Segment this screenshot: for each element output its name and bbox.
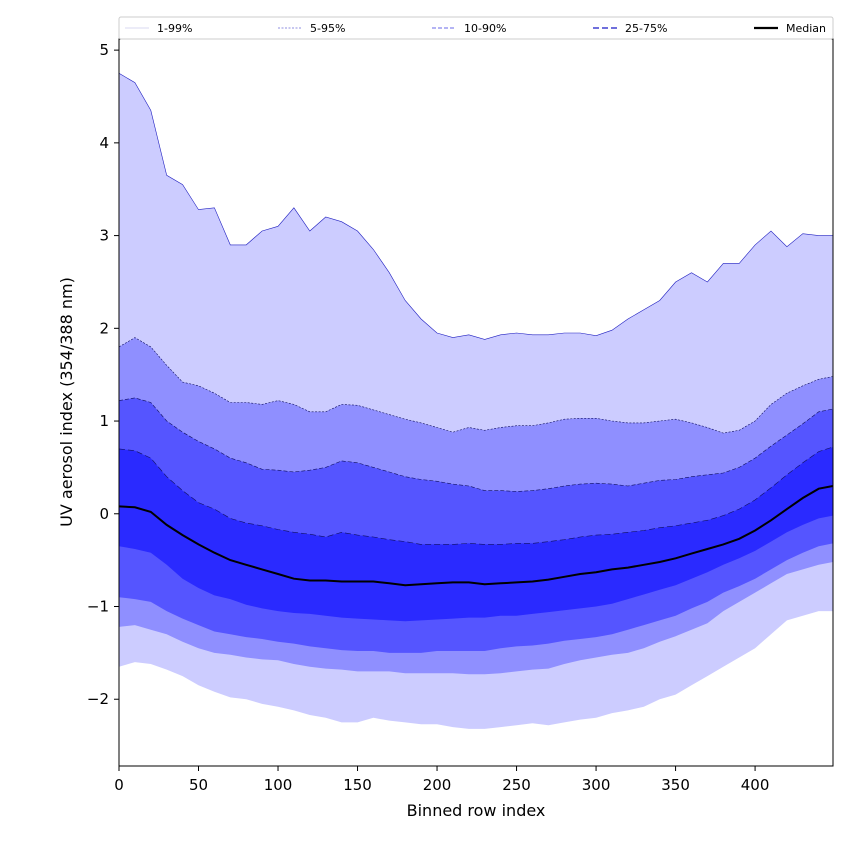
y-tick-label: 3 <box>99 227 109 245</box>
x-axis-label: Binned row index <box>407 801 546 820</box>
x-tick-label: 350 <box>661 776 690 794</box>
x-tick-label: 0 <box>114 776 124 794</box>
x-tick-label: 250 <box>502 776 531 794</box>
band-10-90-upper-line <box>119 397 833 492</box>
band-1-99-upper-line <box>119 73 833 340</box>
legend-label: 25-75% <box>625 22 667 35</box>
x-tick-label: 300 <box>582 776 611 794</box>
y-tick-label: −1 <box>87 598 109 616</box>
legend-label: 10-90% <box>464 22 506 35</box>
y-tick-label: 0 <box>99 505 109 523</box>
y-tick-label: 5 <box>99 41 109 59</box>
x-tick-label: 100 <box>264 776 293 794</box>
y-tick-label: 2 <box>99 319 109 337</box>
x-tick-label: 150 <box>343 776 372 794</box>
band-25-75-upper-line <box>119 446 833 545</box>
y-tick-label: −2 <box>87 690 109 708</box>
legend-box <box>118 16 834 40</box>
x-tick-label: 200 <box>423 776 452 794</box>
y-axis-label: UV aerosol index (354/388 nm) <box>57 277 76 527</box>
x-tick-label: 400 <box>741 776 770 794</box>
axes: 0 50 100 150 200 250 300 350 400 −2 −1 0 1 2 3 4 5 <box>87 38 834 794</box>
legend-label: Median <box>786 22 826 35</box>
legend: 1-99% 5-95% 10-90% 25-75% Median <box>118 16 834 40</box>
band-5-95-upper-line <box>119 337 833 434</box>
legend-label: 5-95% <box>310 22 345 35</box>
median-line <box>119 485 833 587</box>
plot-area <box>119 73 833 729</box>
y-tick-label: 1 <box>99 412 109 430</box>
x-tick-label: 50 <box>189 776 208 794</box>
band-25-75 <box>119 447 833 622</box>
y-tick-label: 4 <box>99 134 109 152</box>
legend-label: 1-99% <box>157 22 192 35</box>
